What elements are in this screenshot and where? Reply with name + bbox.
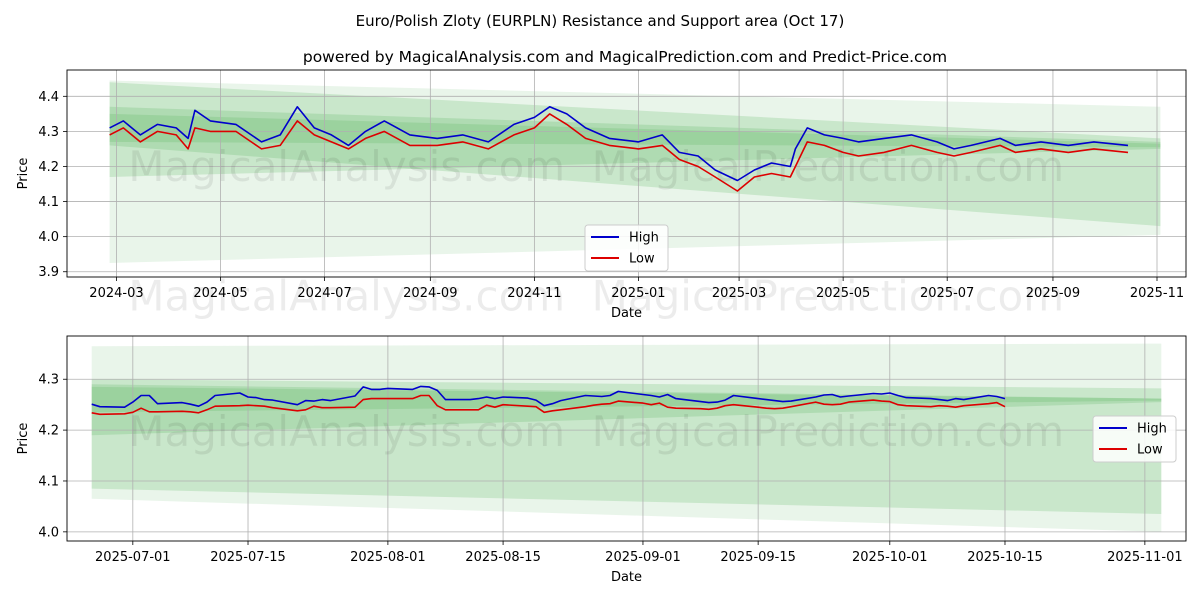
y-tick-label-0-2: 4.1 (38, 195, 59, 210)
support-resistance-band-0-0 (109, 80, 1161, 263)
series-line-low-0 (109, 113, 1129, 192)
watermark-analysis-0: MagicalAnalysis.com (128, 142, 565, 191)
watermark-prediction-1: MagicalPrediction.com (592, 407, 1065, 456)
chart-title: Euro/Polish Zloty (EURPLN) Resistance an… (356, 12, 845, 30)
top-chart-panel: MagicalAnalysis.com MagicalPrediction.com… (16, 69, 1187, 321)
x-tick-label-0-9: 2025-09 (1026, 286, 1080, 301)
axes-frame-0 (66, 69, 1187, 278)
legend-0: High Low (584, 224, 669, 272)
y-axis-label-1: Price (16, 423, 31, 455)
x-tick-label-1-4: 2025-09-01 (605, 550, 681, 565)
x-tick-label-1-3: 2025-08-15 (465, 550, 541, 565)
legend-label-high-0: High (629, 231, 659, 246)
support-resistance-band-1-1 (91, 379, 1162, 514)
legend-label-high-1: High (1137, 422, 1167, 437)
bottom-chart-panel: MagicalAnalysis.com MagicalPrediction.com… (16, 335, 1187, 585)
x-tick-label-1-8: 2025-11-01 (1107, 550, 1183, 565)
y-tick-label-1-2: 4.2 (38, 424, 59, 439)
series-line-low-1 (91, 394, 1006, 416)
plot-content-1: MagicalAnalysis.com MagicalPrediction.com (67, 336, 1186, 541)
y-tick-label-0-4: 4.3 (38, 125, 59, 140)
x-tick-label-0-3: 2024-09 (403, 286, 457, 301)
x-tick-label-0-6: 2025-03 (712, 286, 766, 301)
y-tick-label-0-3: 4.2 (38, 160, 59, 175)
plot-area-1 (67, 336, 1186, 541)
x-tick-label-1-0: 2025-07-01 (95, 550, 171, 565)
x-tick-label-0-2: 2024-07 (297, 286, 351, 301)
support-resistance-band-1-3 (91, 386, 1162, 413)
x-tick-label-1-5: 2025-09-15 (720, 550, 796, 565)
x-tick-label-1-6: 2025-10-01 (852, 550, 928, 565)
y-tick-label-0-0: 3.9 (38, 265, 59, 280)
support-resistance-band-1-2 (91, 384, 1162, 436)
series-line-high-1 (91, 385, 1006, 409)
legend-1: High Low (1092, 415, 1177, 463)
x-axis-label-1: Date (611, 570, 642, 585)
watermark-prediction-0: MagicalPrediction.com (592, 142, 1065, 191)
y-tick-label-1-1: 4.1 (38, 474, 59, 489)
y-tick-label-0-1: 4.0 (38, 230, 59, 245)
support-resistance-band-0-3 (109, 113, 1161, 148)
watermark-analysis-lower: MagicalAnalysis.com (128, 272, 565, 321)
series-line-high-0 (109, 106, 1129, 182)
x-tick-label-1-7: 2025-10-15 (967, 550, 1043, 565)
x-tick-label-0-1: 2024-05 (193, 286, 247, 301)
x-tick-label-0-5: 2025-01 (611, 286, 665, 301)
x-tick-label-0-8: 2025-07 (920, 286, 974, 301)
x-tick-label-0-4: 2024-11 (507, 286, 561, 301)
x-axis-label-0: Date (611, 306, 642, 321)
chart-subtitle: powered by MagicalAnalysis.com and Magic… (303, 48, 947, 66)
plot-content-0: MagicalAnalysis.com MagicalPrediction.com (67, 70, 1186, 277)
y-tick-label-1-3: 4.3 (38, 373, 59, 388)
x-tick-label-0-0: 2024-03 (89, 286, 143, 301)
x-tick-label-0-10: 2025-11 (1130, 286, 1184, 301)
legend-label-low-1: Low (1137, 443, 1163, 458)
watermark-prediction-lower: MagicalPrediction.com (592, 272, 1065, 321)
x-tick-label-0-7: 2025-05 (816, 286, 870, 301)
y-tick-label-0-5: 4.4 (38, 90, 59, 105)
support-resistance-band-0-1 (109, 82, 1161, 177)
watermark-analysis-1: MagicalAnalysis.com (128, 407, 565, 456)
y-tick-label-1-0: 4.0 (38, 525, 59, 540)
x-tick-label-1-1: 2025-07-15 (210, 550, 286, 565)
legend-label-low-0: Low (629, 252, 655, 267)
x-tick-label-1-2: 2025-08-01 (350, 550, 426, 565)
y-axis-label-0: Price (16, 158, 31, 190)
axes-frame-1 (66, 335, 1187, 542)
